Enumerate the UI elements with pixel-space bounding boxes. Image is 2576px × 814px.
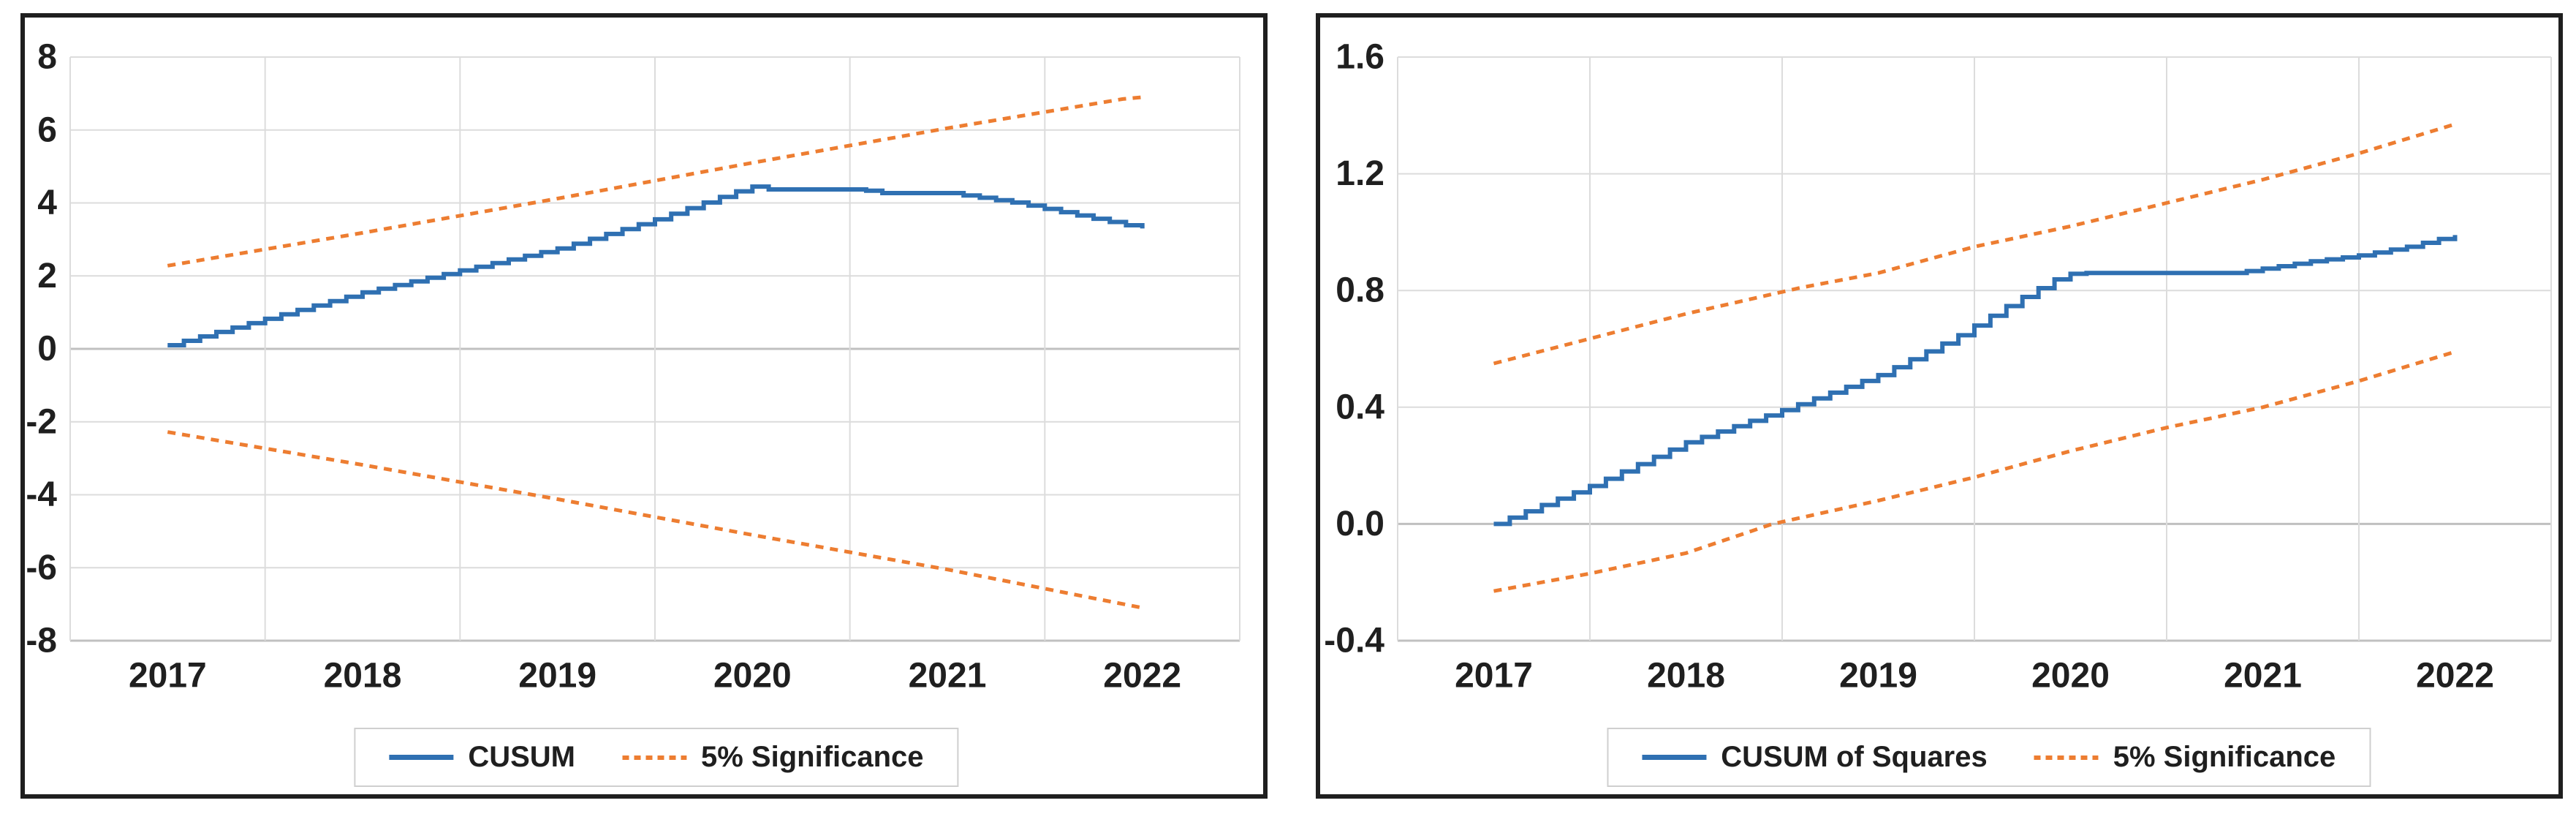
significance-line-swatch xyxy=(2034,755,2099,760)
y-tick-label: -8 xyxy=(26,622,57,660)
x-tick-label: 2017 xyxy=(1455,657,1533,696)
y-tick-label: 0.4 xyxy=(1336,388,1384,426)
legend-label-cusum: CUSUM xyxy=(468,741,575,773)
y-tick-label: 0 xyxy=(37,330,57,369)
x-tick-label: 2018 xyxy=(1647,657,1725,696)
cusum-of-squares-plot-area: 1.6 1.2 0.8 0.4 0.0 -0.4 2017 2018 2019 2020 2021 2… xyxy=(1324,38,2552,696)
y-tick-label: -2 xyxy=(26,402,57,441)
x-tick-label: 2019 xyxy=(1839,657,1917,696)
series-dashed xyxy=(167,95,1143,268)
x-tick-label: 2018 xyxy=(324,657,402,696)
x-tick-label: 2017 xyxy=(129,657,207,696)
x-tick-label: 2021 xyxy=(2224,657,2302,696)
significance-line-swatch xyxy=(621,755,686,760)
x-tick-label: 2021 xyxy=(909,657,987,696)
cusum-legend: CUSUM 5% Significance xyxy=(354,728,959,787)
legend-item-cusum: CUSUM xyxy=(389,741,575,774)
cusum-plot-area: 8 6 4 2 0 -2 -4 -6 -8 2017 2018 2019 2020 2021 2022 xyxy=(26,38,1240,696)
y-tick-label: 2 xyxy=(37,257,57,295)
series-stair xyxy=(1493,235,2458,527)
y-tick-label: 0.8 xyxy=(1336,271,1384,310)
y-tick-label: 8 xyxy=(37,38,57,77)
x-tick-label: 2020 xyxy=(2031,657,2110,696)
x-tick-label: 2022 xyxy=(1103,657,1181,696)
cusum-of-squares-chart-panel: 1.6 1.2 0.8 0.4 0.0 -0.4 2017 2018 2019 2020 2021 2… xyxy=(1316,13,2563,799)
y-tick-label: -6 xyxy=(26,549,57,587)
x-tick-label: 2020 xyxy=(713,657,792,696)
series-dashed xyxy=(1493,122,2456,366)
series-dashed xyxy=(167,430,1143,610)
legend-item-significance: 5% Significance xyxy=(2034,741,2336,774)
cusum-chart-panel: 8 6 4 2 0 -2 -4 -6 -8 2017 2018 2019 2020 2021 2022 CU… xyxy=(20,13,1268,799)
legend-label-significance: 5% Significance xyxy=(2113,741,2336,773)
y-tick-label: 4 xyxy=(37,184,57,222)
x-tick-label: 2019 xyxy=(518,657,596,696)
y-tick-label: 0.0 xyxy=(1336,505,1384,543)
y-tick-label: 1.6 xyxy=(1336,38,1384,77)
legend-label-significance: 5% Significance xyxy=(700,741,924,773)
cusum-line-swatch xyxy=(389,755,454,760)
series-stair xyxy=(167,184,1145,347)
x-tick-label: 2022 xyxy=(2416,657,2494,696)
cusum-of-squares-legend: CUSUM of Squares 5% Significance xyxy=(1607,728,2371,787)
y-tick-label: -4 xyxy=(26,475,57,514)
cusum-of-squares-line-swatch xyxy=(1642,755,1707,760)
series-dashed xyxy=(1493,350,2456,593)
legend-item-significance: 5% Significance xyxy=(621,741,924,774)
legend-item-cusum-of-squares: CUSUM of Squares xyxy=(1642,741,1988,774)
y-tick-label: 6 xyxy=(37,110,57,149)
y-tick-label: -0.4 xyxy=(1324,622,1384,660)
legend-label-cusum-of-squares: CUSUM of Squares xyxy=(1721,741,1988,773)
y-tick-label: 1.2 xyxy=(1336,154,1384,193)
